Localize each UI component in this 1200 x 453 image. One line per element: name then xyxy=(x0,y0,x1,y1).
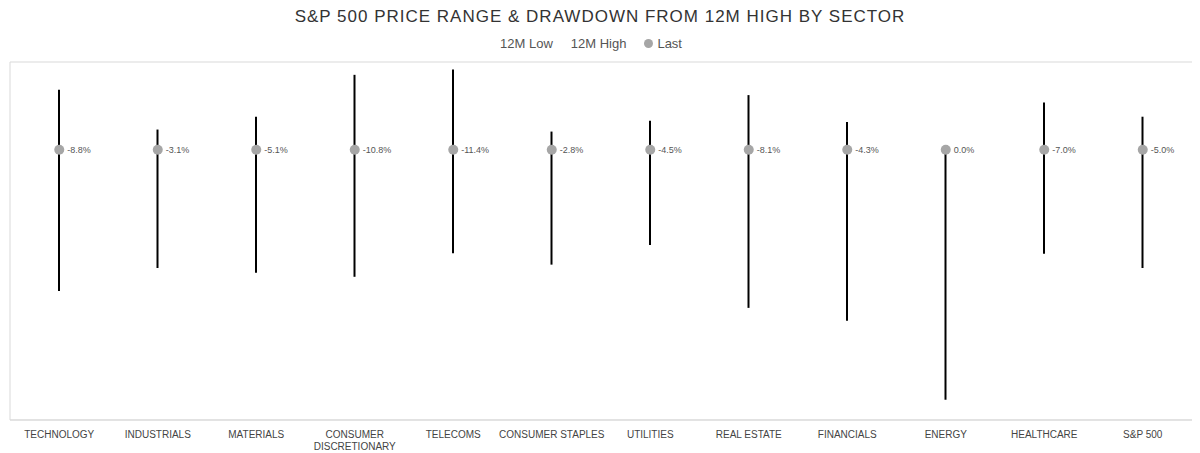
html-text:Last: Last xyxy=(657,36,682,51)
svg-text:-2.8%: -2.8% xyxy=(560,145,584,155)
svg-text:-8.8%: -8.8% xyxy=(67,145,91,155)
svg-text:FINANCIALS: FINANCIALS xyxy=(818,429,877,440)
html-text:S&P 500 PRICE RANGE & DRAWDOWN: S&P 500 PRICE RANGE & DRAWDOWN FROM 12M … xyxy=(294,7,906,26)
svg-text:CONSUMER: CONSUMER xyxy=(326,429,384,440)
svg-text:-7.0%: -7.0% xyxy=(1052,145,1076,155)
svg-text:ENERGY: ENERGY xyxy=(925,429,968,440)
html-text:12M High: 12M High xyxy=(570,36,627,51)
svg-text:-3.1%: -3.1% xyxy=(166,145,190,155)
svg-text:CONSUMER STAPLES: CONSUMER STAPLES xyxy=(499,429,605,440)
svg-text:-8.1%: -8.1% xyxy=(757,145,781,155)
svg-text:-4.5%: -4.5% xyxy=(658,145,682,155)
svg-text:TECHNOLOGY: TECHNOLOGY xyxy=(24,429,94,440)
svg-text:TELECOMS: TELECOMS xyxy=(426,429,481,440)
svg-text:UTILITIES: UTILITIES xyxy=(627,429,674,440)
svg-text:MATERIALS: MATERIALS xyxy=(228,429,284,440)
svg-text:-4.3%: -4.3% xyxy=(855,145,879,155)
svg-text:HEALTHCARE: HEALTHCARE xyxy=(1011,429,1078,440)
svg-text:0.0%: 0.0% xyxy=(954,145,975,155)
svg-text:DISCRETIONARY: DISCRETIONARY xyxy=(314,441,396,452)
svg-text:S&P 500: S&P 500 xyxy=(1123,429,1163,440)
html-text:12M Low: 12M Low xyxy=(500,36,553,51)
svg-text:-10.8%: -10.8% xyxy=(363,145,392,155)
svg-text:REAL ESTATE: REAL ESTATE xyxy=(716,429,782,440)
svg-text:-5.0%: -5.0% xyxy=(1151,145,1175,155)
svg-text:-11.4%: -11.4% xyxy=(461,145,489,155)
svg-text:-5.1%: -5.1% xyxy=(264,145,288,155)
svg-text:INDUSTRIALS: INDUSTRIALS xyxy=(125,429,191,440)
